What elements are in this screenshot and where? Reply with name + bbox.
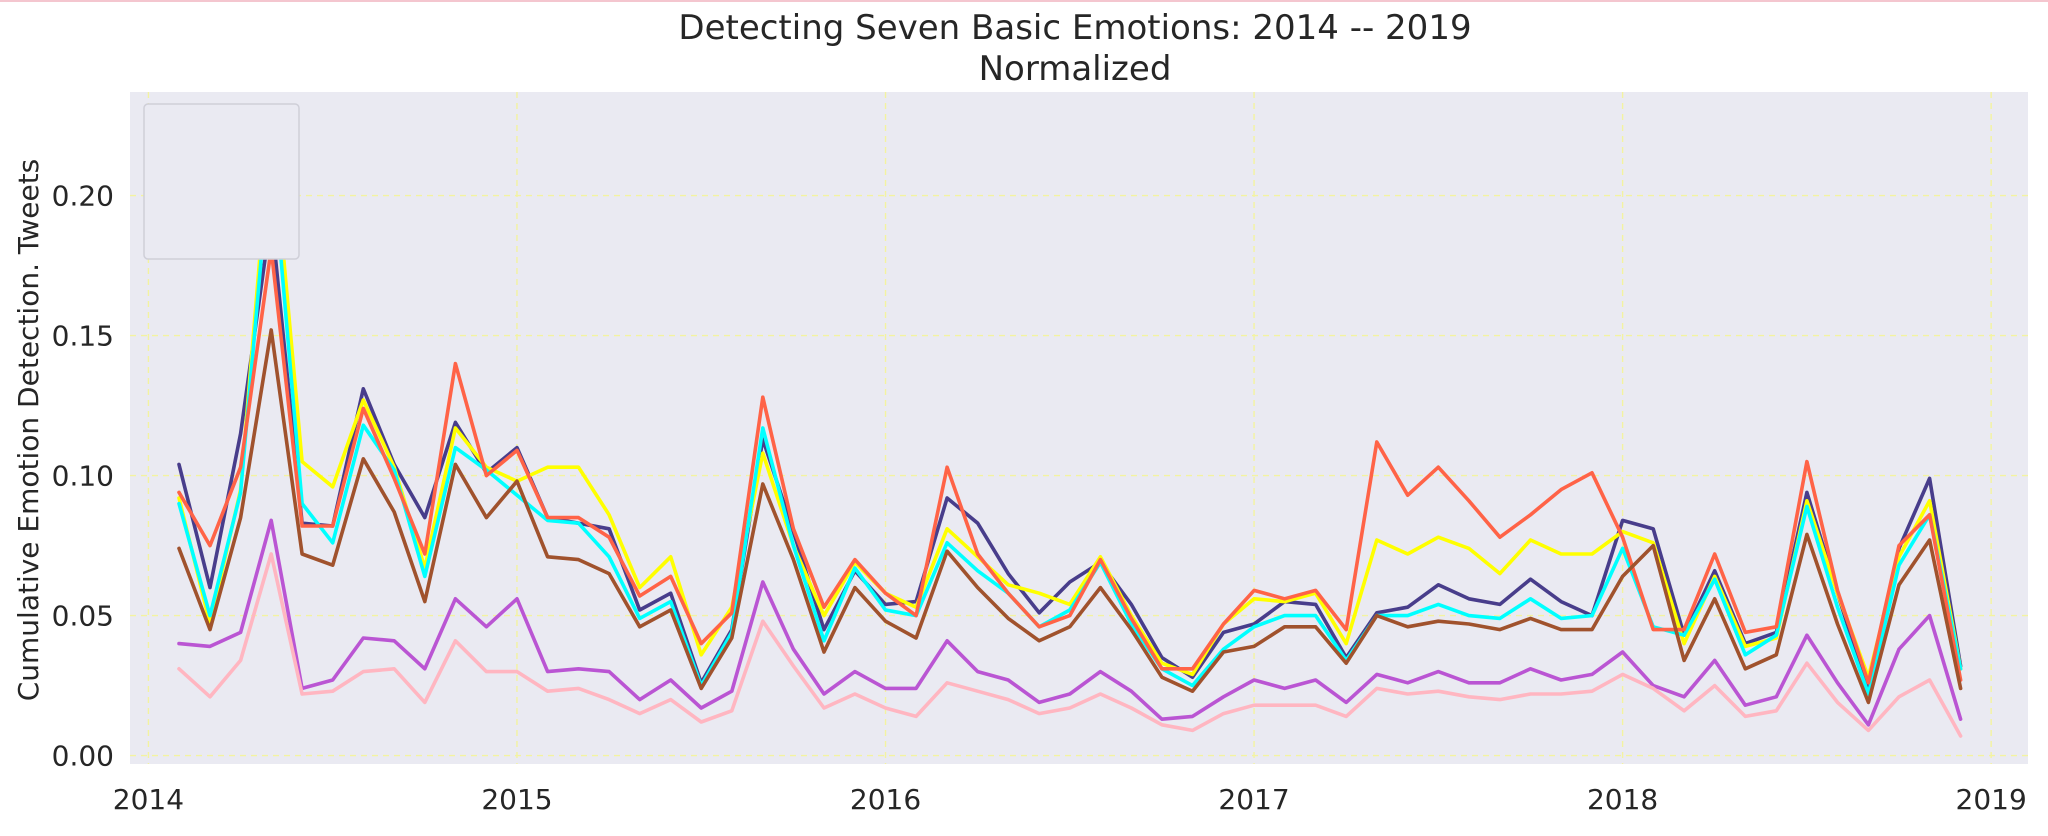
x-axis-tick-labels: 2014 2015 2016 2017 2018 2019 [113, 783, 2027, 816]
series-line-5 [177, 328, 1963, 705]
series-line-4 [177, 247, 1963, 685]
series-line-7 [177, 552, 1963, 738]
y-tick-label: 0.00 [52, 740, 114, 773]
series-line-6 [177, 518, 1963, 727]
legend-box [143, 103, 300, 260]
x-tick-label: 2018 [1587, 783, 1658, 816]
chart-subtitle: Normalized [979, 49, 1172, 89]
x-tick-label: 2014 [113, 783, 184, 816]
x-tick-label: 2019 [1956, 783, 2027, 816]
x-tick-label: 2015 [481, 783, 552, 816]
x-tick-label: 2016 [850, 783, 921, 816]
chart-title: Detecting Seven Basic Emotions: 2014 -- … [678, 8, 1471, 48]
x-tick-label: 2017 [1218, 783, 1289, 816]
series-line-2 [177, 118, 1963, 680]
y-tick-label: 0.10 [52, 460, 114, 493]
y-axis-label: Cumulative Emotion Detection. Tweets [12, 159, 45, 702]
y-tick-label: 0.15 [52, 320, 114, 353]
y-tick-label: 0.05 [52, 600, 114, 633]
y-axis-tick-labels: 0.00 0.05 0.10 0.15 0.20 [52, 180, 114, 773]
y-tick-label: 0.20 [52, 180, 114, 213]
series-lines [177, 118, 1963, 738]
